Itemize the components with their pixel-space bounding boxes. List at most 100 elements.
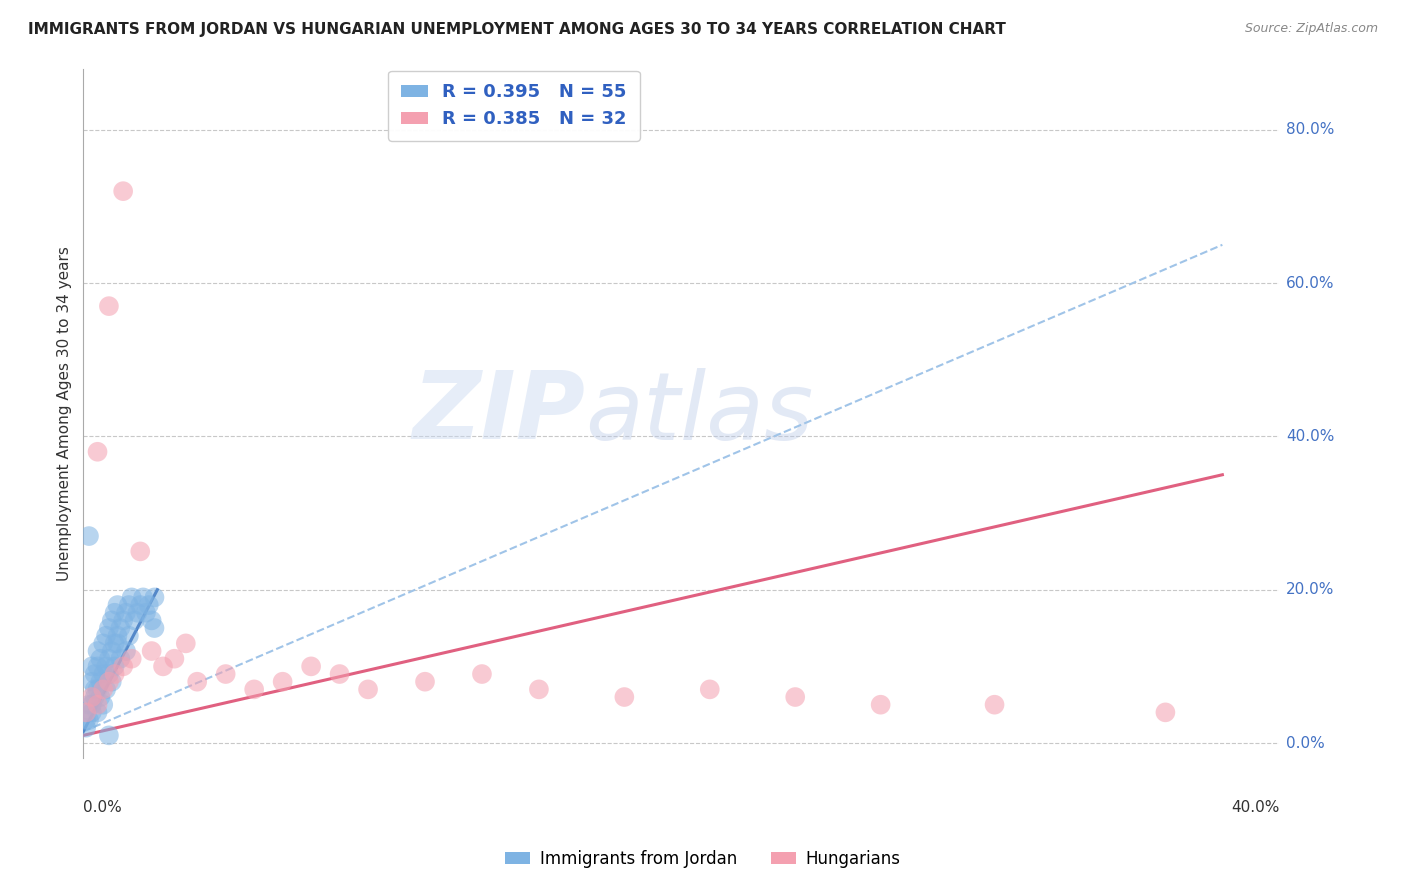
Point: [138, 598, 160, 612]
Point: [141, 644, 163, 658]
Point: [94, 682, 117, 697]
Point: [107, 636, 129, 650]
Point: [869, 698, 891, 712]
Point: [91, 682, 114, 697]
Text: 80.0%: 80.0%: [1286, 122, 1334, 137]
Text: Source: ZipAtlas.com: Source: ZipAtlas.com: [1244, 22, 1378, 36]
Text: ZIP: ZIP: [413, 368, 586, 459]
Text: IMMIGRANTS FROM JORDAN VS HUNGARIAN UNEMPLOYMENT AMONG AGES 30 TO 34 YEARS CORRE: IMMIGRANTS FROM JORDAN VS HUNGARIAN UNEM…: [28, 22, 1007, 37]
Text: 20.0%: 20.0%: [1286, 582, 1334, 598]
Point: [124, 613, 146, 627]
Point: [86, 706, 108, 720]
Point: [115, 606, 138, 620]
Point: [121, 591, 143, 605]
Point: [104, 606, 127, 620]
Point: [471, 667, 494, 681]
Point: [104, 659, 127, 673]
Point: [110, 621, 132, 635]
Point: [112, 184, 135, 198]
Point: [97, 621, 120, 635]
Point: [129, 598, 152, 612]
Point: [89, 690, 111, 704]
Text: 0.0%: 0.0%: [83, 800, 122, 814]
Point: [77, 698, 100, 712]
Text: atlas: atlas: [586, 368, 814, 459]
Point: [97, 651, 120, 665]
Point: [80, 706, 103, 720]
Point: [243, 682, 266, 697]
Point: [129, 544, 152, 558]
Point: [174, 636, 197, 650]
Point: [86, 698, 108, 712]
Point: [86, 682, 108, 697]
Point: [97, 299, 120, 313]
Point: [100, 674, 122, 689]
Point: [121, 651, 143, 665]
Point: [135, 606, 157, 620]
Text: 0.0%: 0.0%: [1286, 736, 1324, 750]
Point: [86, 659, 108, 673]
Point: [77, 529, 100, 543]
Point: [104, 636, 127, 650]
Point: [110, 651, 132, 665]
Point: [80, 659, 103, 673]
Point: [186, 674, 208, 689]
Point: [983, 698, 1005, 712]
Point: [80, 698, 103, 712]
Point: [357, 682, 380, 697]
Text: 60.0%: 60.0%: [1286, 276, 1334, 291]
Point: [785, 690, 807, 704]
Point: [613, 690, 636, 704]
Point: [163, 651, 186, 665]
Point: [115, 644, 138, 658]
Point: [89, 651, 111, 665]
Point: [91, 698, 114, 712]
Point: [141, 613, 163, 627]
Point: [152, 659, 174, 673]
Legend: Immigrants from Jordan, Hungarians: Immigrants from Jordan, Hungarians: [499, 844, 907, 875]
Point: [83, 690, 105, 704]
Point: [127, 606, 149, 620]
Point: [97, 674, 120, 689]
Point: [86, 444, 108, 458]
Point: [329, 667, 352, 681]
Point: [94, 659, 117, 673]
Point: [118, 629, 141, 643]
Y-axis label: Unemployment Among Ages 30 to 34 years: Unemployment Among Ages 30 to 34 years: [58, 246, 72, 581]
Point: [75, 713, 97, 727]
Point: [299, 659, 322, 673]
Point: [75, 706, 97, 720]
Point: [86, 644, 108, 658]
Point: [91, 636, 114, 650]
Point: [132, 591, 155, 605]
Point: [112, 613, 135, 627]
Text: 40.0%: 40.0%: [1230, 800, 1279, 814]
Legend: R = 0.395   N = 55, R = 0.385   N = 32: R = 0.395 N = 55, R = 0.385 N = 32: [388, 70, 640, 141]
Point: [1154, 706, 1177, 720]
Point: [80, 674, 103, 689]
Point: [100, 613, 122, 627]
Point: [527, 682, 550, 697]
Point: [80, 690, 103, 704]
Point: [143, 621, 166, 635]
Point: [118, 598, 141, 612]
Point: [699, 682, 721, 697]
Point: [413, 674, 436, 689]
Point: [94, 629, 117, 643]
Point: [75, 721, 97, 735]
Point: [89, 674, 111, 689]
Point: [97, 667, 120, 681]
Point: [107, 629, 129, 643]
Point: [107, 598, 129, 612]
Point: [112, 659, 135, 673]
Text: 40.0%: 40.0%: [1286, 429, 1334, 444]
Point: [77, 713, 100, 727]
Point: [104, 667, 127, 681]
Point: [271, 674, 294, 689]
Point: [97, 728, 120, 742]
Point: [83, 667, 105, 681]
Point: [83, 682, 105, 697]
Point: [91, 667, 114, 681]
Point: [143, 591, 166, 605]
Point: [215, 667, 238, 681]
